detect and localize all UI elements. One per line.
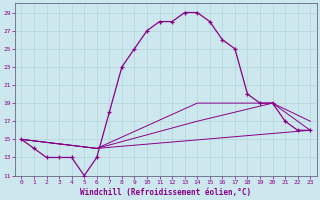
X-axis label: Windchill (Refroidissement éolien,°C): Windchill (Refroidissement éolien,°C): [80, 188, 252, 197]
